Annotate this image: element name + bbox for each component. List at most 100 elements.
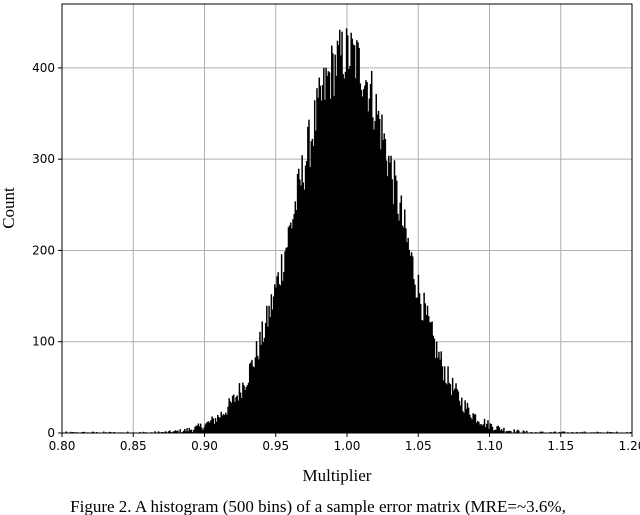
histogram-bar [343, 78, 346, 433]
histogram-bar [481, 425, 484, 433]
histogram-bar [142, 431, 145, 433]
histogram-bar [432, 335, 434, 433]
histogram-bar [505, 431, 507, 433]
histogram-bar [418, 293, 421, 433]
histogram-bar [262, 342, 265, 433]
x-tick-label: 0.80 [49, 439, 76, 453]
histogram-bar [563, 431, 566, 433]
histogram-bar [261, 321, 263, 433]
histogram-bar [327, 71, 330, 434]
histogram-bar [480, 424, 482, 433]
histogram-bar [252, 366, 254, 433]
histogram-bar [530, 431, 533, 433]
histogram-bar [462, 411, 464, 433]
histogram-bar [422, 320, 424, 433]
histogram-bar [438, 351, 440, 433]
histogram-bar [348, 68, 350, 433]
histogram-bar [103, 431, 105, 433]
histogram-bar [351, 38, 354, 433]
histogram-bar [494, 429, 496, 433]
histogram-bar [450, 395, 453, 433]
histogram-bar [310, 141, 313, 433]
histogram-bar [377, 110, 380, 433]
histogram-bar [248, 363, 251, 433]
histogram-bar [470, 417, 472, 433]
histogram-bar [366, 82, 368, 433]
histogram-bar [376, 114, 379, 434]
histogram-bar [139, 431, 142, 433]
histogram-bar [227, 406, 229, 433]
histogram-bar [488, 428, 490, 433]
histogram-bar [344, 71, 347, 433]
histogram-bar [229, 401, 232, 433]
histogram-bar [221, 415, 224, 433]
histogram-bar [69, 431, 72, 433]
histogram-bar [328, 72, 331, 433]
histogram-bar [365, 80, 367, 433]
histogram-bar [383, 133, 385, 433]
histogram-bar [307, 126, 309, 433]
histogram-bar [280, 254, 283, 433]
histogram-bar [226, 414, 228, 433]
histogram-bar [356, 40, 358, 434]
histogram-bar [616, 431, 618, 433]
histogram-bar [397, 213, 399, 433]
histogram-bar [392, 203, 395, 433]
histogram-bar [236, 395, 238, 433]
histogram-bar [398, 220, 400, 433]
histogram-bar [454, 388, 456, 433]
histogram-bar [269, 317, 271, 433]
histogram-bar [242, 382, 244, 433]
histogram-bar [463, 412, 465, 433]
histogram-bar [457, 391, 460, 433]
histogram-bar [337, 45, 340, 434]
histogram-bar [271, 309, 274, 433]
histogram-bar [164, 431, 167, 433]
histogram-bar [189, 430, 192, 433]
histogram-bar [464, 400, 466, 433]
histogram-bar [336, 40, 339, 434]
histogram-bar [170, 431, 172, 433]
histogram-bar [386, 176, 389, 433]
histogram-bar [263, 337, 266, 433]
histogram-bar [433, 338, 436, 433]
histogram-bar [541, 431, 544, 433]
histogram-bar [368, 98, 371, 434]
histogram-bar [576, 431, 578, 433]
histogram-bar [108, 431, 111, 433]
histogram-bar [83, 431, 86, 433]
histogram-bar [254, 357, 257, 433]
histogram-bar [309, 167, 311, 433]
histogram-bar [482, 424, 485, 433]
histogram-bar [266, 305, 268, 433]
histogram-bar [523, 431, 526, 433]
histogram-bar [357, 42, 359, 433]
histogram-bar [350, 32, 352, 433]
histogram-bar [243, 385, 245, 433]
histogram-bar [274, 284, 276, 433]
histogram-bar [349, 65, 351, 433]
histogram-bar [278, 284, 281, 433]
histogram-bar [339, 29, 341, 433]
histogram-bar [539, 431, 542, 433]
histogram-bar [394, 175, 397, 433]
histogram-bar [491, 426, 494, 433]
histogram-bar [401, 225, 404, 433]
histogram-bar [253, 367, 256, 433]
histogram-bar [174, 430, 177, 433]
histogram-bar [553, 431, 555, 433]
histogram-bar [396, 180, 398, 433]
histogram-bar [305, 160, 308, 433]
histogram-bar [540, 431, 543, 433]
histogram-bar [380, 149, 382, 433]
histogram-bar [223, 415, 226, 433]
histogram-bar [405, 228, 407, 433]
histogram-bar [205, 422, 208, 433]
histogram-bar [285, 247, 287, 433]
histogram-bar [231, 395, 234, 433]
histogram-bar [276, 276, 278, 433]
histogram-bar [245, 387, 248, 433]
histogram-bar [91, 431, 94, 433]
histogram-bar [419, 303, 422, 433]
histogram-bar [332, 53, 334, 434]
